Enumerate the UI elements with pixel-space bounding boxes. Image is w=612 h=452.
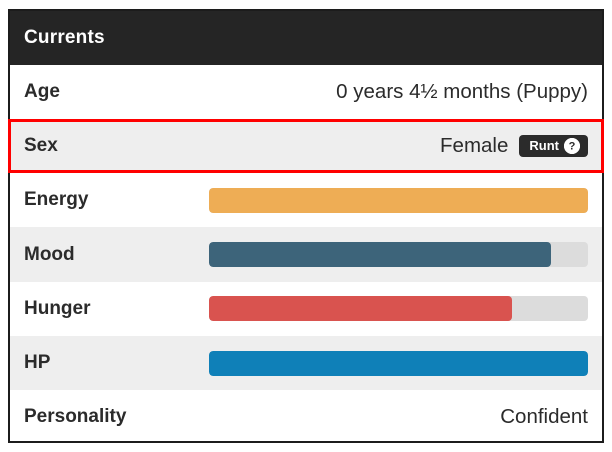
svg-text:?: ? <box>569 141 576 153</box>
